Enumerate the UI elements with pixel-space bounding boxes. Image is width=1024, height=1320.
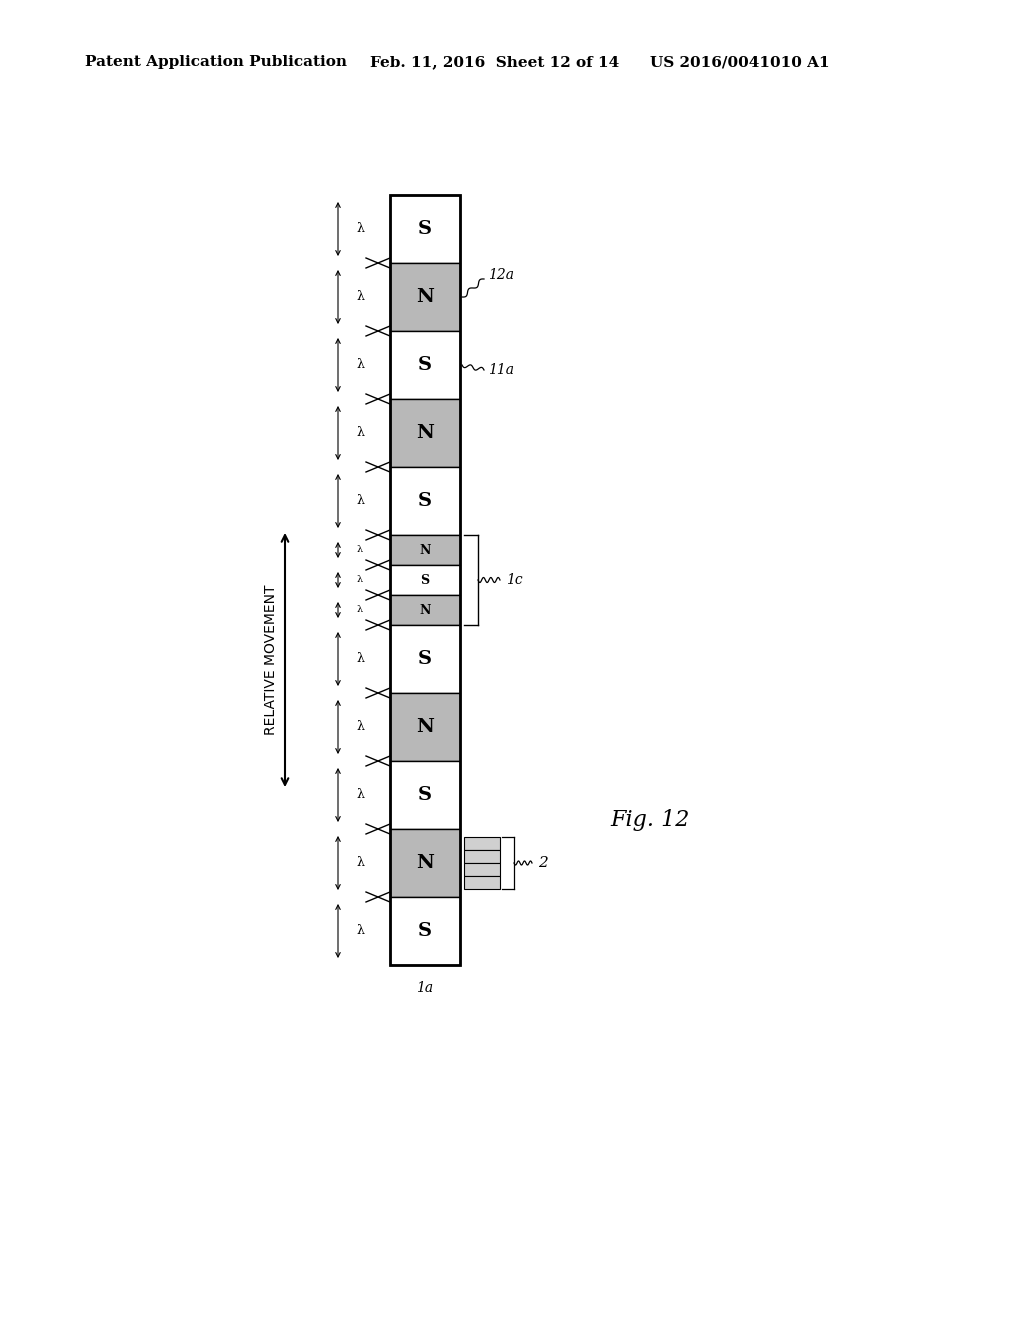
- Text: S: S: [418, 921, 432, 940]
- Bar: [390, 829, 460, 898]
- Bar: [390, 399, 460, 467]
- Text: S: S: [421, 573, 429, 586]
- Bar: [390, 331, 460, 399]
- Bar: [390, 195, 460, 965]
- Bar: [464, 863, 500, 876]
- Text: λ: λ: [357, 576, 364, 585]
- Bar: [390, 467, 460, 535]
- Text: 1a: 1a: [417, 981, 433, 995]
- Text: λ: λ: [357, 606, 364, 615]
- Text: λ: λ: [356, 290, 364, 304]
- Text: λ: λ: [356, 857, 364, 870]
- Bar: [464, 876, 500, 888]
- Bar: [390, 693, 460, 762]
- Bar: [390, 535, 460, 565]
- Text: S: S: [418, 785, 432, 804]
- Bar: [390, 263, 460, 331]
- Text: λ: λ: [356, 495, 364, 507]
- Text: λ: λ: [356, 652, 364, 665]
- Bar: [390, 898, 460, 965]
- Bar: [390, 195, 460, 263]
- Text: N: N: [416, 424, 434, 442]
- Text: Feb. 11, 2016  Sheet 12 of 14: Feb. 11, 2016 Sheet 12 of 14: [370, 55, 620, 69]
- Bar: [390, 762, 460, 829]
- Text: S: S: [418, 220, 432, 238]
- Text: Patent Application Publication: Patent Application Publication: [85, 55, 347, 69]
- Text: N: N: [419, 603, 431, 616]
- Text: 11a: 11a: [488, 363, 514, 378]
- Text: S: S: [418, 356, 432, 374]
- Text: US 2016/0041010 A1: US 2016/0041010 A1: [650, 55, 829, 69]
- Bar: [464, 850, 500, 863]
- Text: 12a: 12a: [488, 268, 514, 282]
- Bar: [390, 595, 460, 624]
- Text: RELATIVE MOVEMENT: RELATIVE MOVEMENT: [264, 585, 278, 735]
- Text: λ: λ: [356, 721, 364, 734]
- Text: N: N: [416, 854, 434, 873]
- Text: 2: 2: [538, 855, 548, 870]
- Text: λ: λ: [356, 359, 364, 371]
- Text: λ: λ: [356, 924, 364, 937]
- Text: S: S: [418, 492, 432, 510]
- Text: λ: λ: [356, 788, 364, 801]
- Text: 1c: 1c: [506, 573, 522, 587]
- Text: λ: λ: [356, 223, 364, 235]
- Text: Fig. 12: Fig. 12: [610, 809, 690, 832]
- Text: N: N: [416, 288, 434, 306]
- Text: λ: λ: [356, 426, 364, 440]
- Bar: [390, 624, 460, 693]
- Text: S: S: [418, 649, 432, 668]
- Text: N: N: [419, 544, 431, 557]
- Text: λ: λ: [357, 545, 364, 554]
- Text: N: N: [416, 718, 434, 737]
- Bar: [390, 565, 460, 595]
- Bar: [464, 837, 500, 850]
